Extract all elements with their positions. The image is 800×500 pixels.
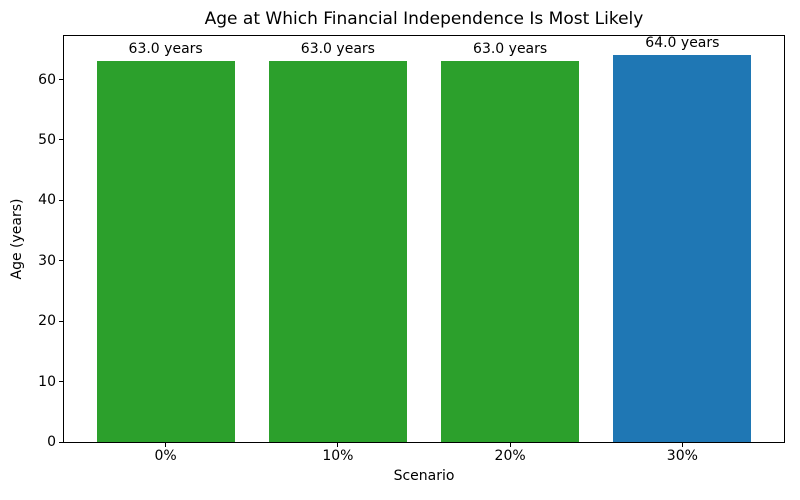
bar-0 <box>96 61 235 442</box>
y-tick-label: 0 <box>47 434 56 450</box>
y-tick-mark <box>59 139 63 141</box>
chart-title: Age at Which Financial Independence Is M… <box>204 9 644 29</box>
x-tick-mark <box>681 443 683 447</box>
y-tick-label: 30 <box>38 252 56 269</box>
bar-value-label: 63.0 years <box>473 41 548 58</box>
plot-area: 0 10 20 30 40 50 60 63.0 years 0% 63.0 years 10% 63… <box>38 35 785 463</box>
y-tick-label: 50 <box>38 131 56 148</box>
bar-value-label: 64.0 years <box>645 35 720 52</box>
x-tick-mark <box>509 443 511 447</box>
x-tick-mark <box>337 443 339 447</box>
y-tick-label: 10 <box>38 373 56 390</box>
bar-value-label: 63.0 years <box>300 41 375 58</box>
y-tick-mark <box>59 79 63 80</box>
x-axis-label: Scenario <box>393 468 455 484</box>
y-tick-label: 60 <box>38 71 56 88</box>
bar-1 <box>268 61 407 442</box>
y-tick-label: 40 <box>38 192 56 209</box>
y-tick-mark <box>59 320 63 322</box>
y-tick-mark <box>59 381 63 383</box>
y-tick-label: 20 <box>38 313 56 330</box>
bar-3 <box>613 55 752 442</box>
x-tick-label: 30% <box>666 448 698 464</box>
bar-2 <box>441 61 580 442</box>
bar-value-label: 63.0 years <box>128 41 203 58</box>
y-tick-mark <box>59 260 63 262</box>
y-axis-label: Age (years) <box>9 198 25 280</box>
x-tick-label: 20% <box>494 448 526 464</box>
x-tick-label: 10% <box>322 448 354 464</box>
x-tick-label: 0% <box>154 448 177 464</box>
y-tick-mark <box>59 441 63 443</box>
y-tick-mark <box>59 199 63 201</box>
x-tick-mark <box>165 443 167 447</box>
